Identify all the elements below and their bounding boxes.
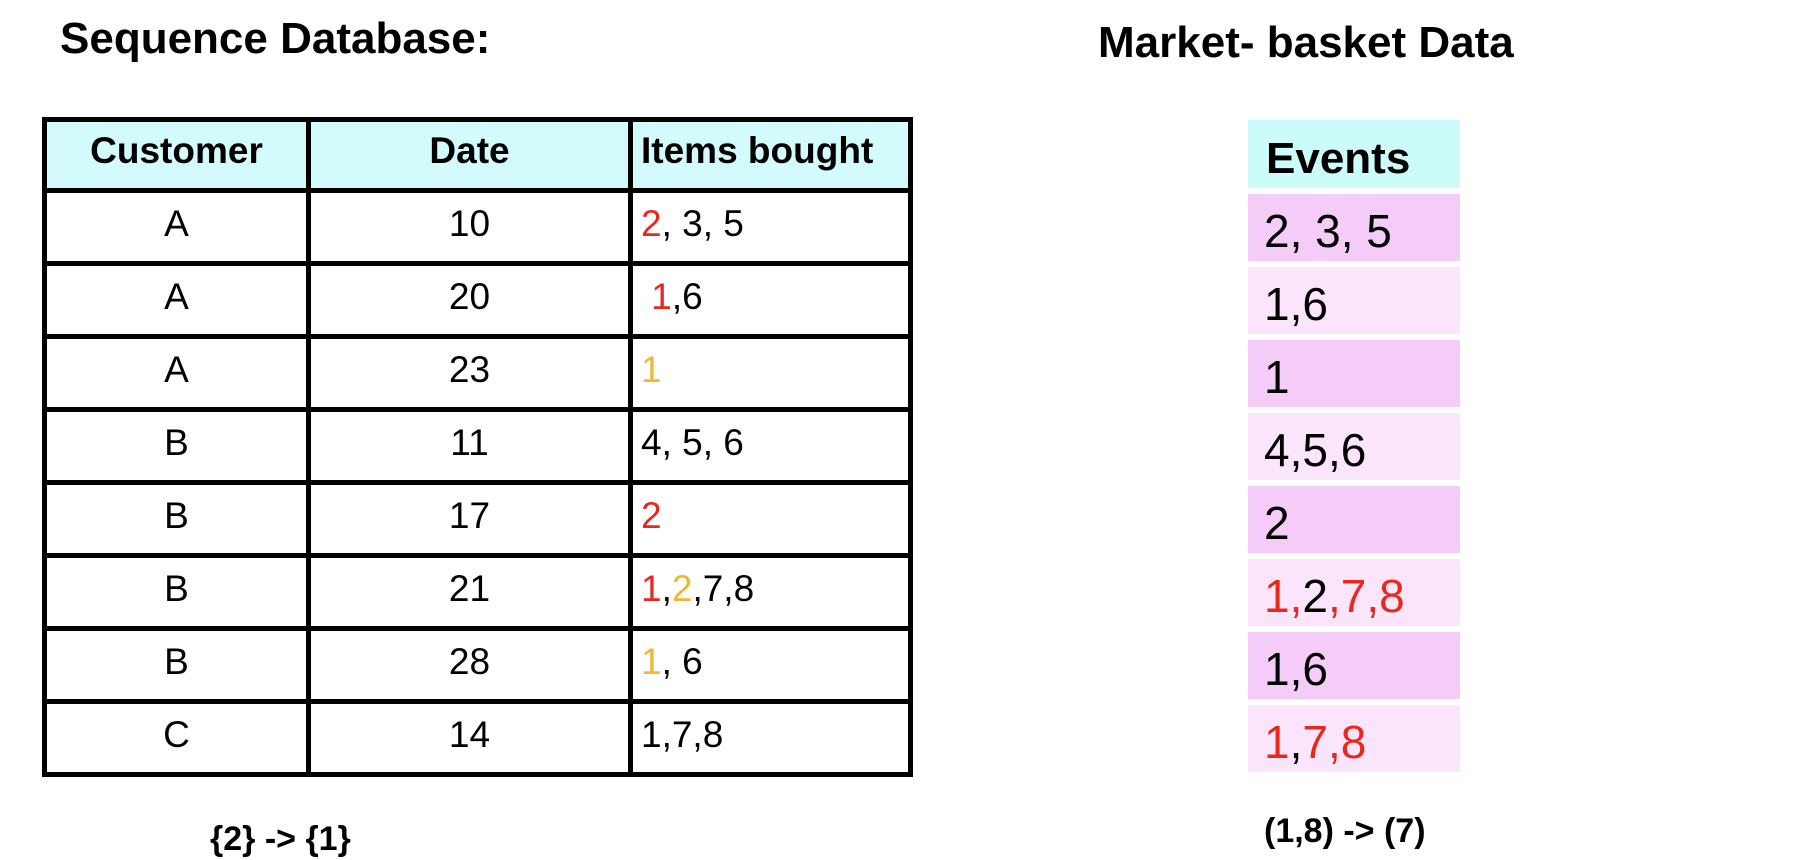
item-fragment: 2 [641,495,662,536]
table-row: B 28 1, 6 [42,626,913,704]
event-fragment: 2 [1302,570,1328,622]
item-fragment: , [661,568,672,609]
item-fragment: 1,7,8 [641,714,724,755]
item-fragment: 4, 5, 6 [641,422,744,463]
table-row: C 14 1,7,8 [42,699,913,777]
date-cell: 10 [306,188,633,266]
customer-cell: A [42,188,311,266]
items-cell: 1,2,7,8 [628,553,913,631]
date-cell: 20 [306,261,633,339]
event-fragment: 1,6 [1264,278,1328,330]
customer-cell: A [42,261,311,339]
item-fragment: 1 [641,568,662,609]
items-cell: 1,6 [628,261,913,339]
event-row: 1,6 [1248,632,1460,699]
item-fragment: 1 [641,276,672,317]
items-cell: 1 [628,334,913,412]
customer-cell: B [42,553,311,631]
date-cell: 11 [306,407,633,485]
item-fragment: 1 [641,349,662,390]
table-row: A 20 1,6 [42,261,913,339]
table-row: B 21 1,2,7,8 [42,553,913,631]
event-fragment: 1,6 [1264,643,1328,695]
date-header: Date [306,117,633,193]
item-fragment: 2 [641,203,662,244]
events-list: 2, 3, 5 1,6 1 4,5,6 2 1,2,7,8 1,6 1,7,8 [1248,194,1460,772]
sequence-rule: {2} -> {1} [210,820,351,858]
event-row: 2, 3, 5 [1248,194,1460,261]
event-fragment: 7,8 [1302,716,1367,768]
date-cell: 21 [306,553,633,631]
event-row: 1,6 [1248,267,1460,334]
customer-cell: B [42,407,311,485]
item-fragment: ,7,8 [692,568,755,609]
date-cell: 14 [306,699,633,777]
items-header: Items bought [628,117,913,193]
sequence-table-body: A 10 2, 3, 5 A 20 1,6 A 23 1 B 11 4, 5, 6 B 17 2 B 21 1,… [42,188,913,777]
event-fragment: 4,5,6 [1264,424,1367,476]
event-fragment: 1, [1264,570,1303,622]
item-fragment: 1 [641,641,662,682]
items-cell: 2, 3, 5 [628,188,913,266]
event-fragment: ,7,8 [1327,570,1405,622]
item-fragment: , 6 [661,641,703,682]
market-basket-title: Market- basket Data [1098,18,1514,67]
event-fragment: 1 [1264,716,1290,768]
event-fragment: , [1289,716,1303,768]
event-row: 1 [1248,340,1460,407]
customer-cell: B [42,480,311,558]
events-header: Events [1248,120,1460,188]
event-fragment: 2 [1264,497,1290,549]
table-row: A 10 2, 3, 5 [42,188,913,266]
date-cell: 23 [306,334,633,412]
table-row: A 23 1 [42,334,913,412]
item-fragment: , 3, 5 [661,203,744,244]
sequence-table: Customer Date Items bought A 10 2, 3, 5 A 20… [42,117,913,777]
item-fragment: ,6 [671,276,703,317]
customer-cell: B [42,626,311,704]
date-cell: 17 [306,480,633,558]
customer-header: Customer [42,117,311,193]
event-row: 4,5,6 [1248,413,1460,480]
event-row: 2 [1248,486,1460,553]
table-header-row: Customer Date Items bought [42,117,913,193]
items-cell: 1,7,8 [628,699,913,777]
sequence-database-title: Sequence Database: [60,14,491,63]
event-row: 1,7,8 [1248,705,1460,772]
market-basket-rule: (1,8) -> (7) [1264,812,1426,850]
customer-cell: C [42,699,311,777]
items-cell: 4, 5, 6 [628,407,913,485]
event-fragment: 1 [1264,351,1290,403]
item-fragment: 2 [671,568,693,609]
table-row: B 17 2 [42,480,913,558]
table-row: B 11 4, 5, 6 [42,407,913,485]
date-cell: 28 [306,626,633,704]
events-table: Events 2, 3, 5 1,6 1 4,5,6 2 1,2,7,8 1,6 1,7,8 [1248,120,1460,772]
customer-cell: A [42,334,311,412]
items-cell: 2 [628,480,913,558]
items-cell: 1, 6 [628,626,913,704]
event-row: 1,2,7,8 [1248,559,1460,626]
event-fragment: 2, 3, 5 [1264,205,1392,257]
